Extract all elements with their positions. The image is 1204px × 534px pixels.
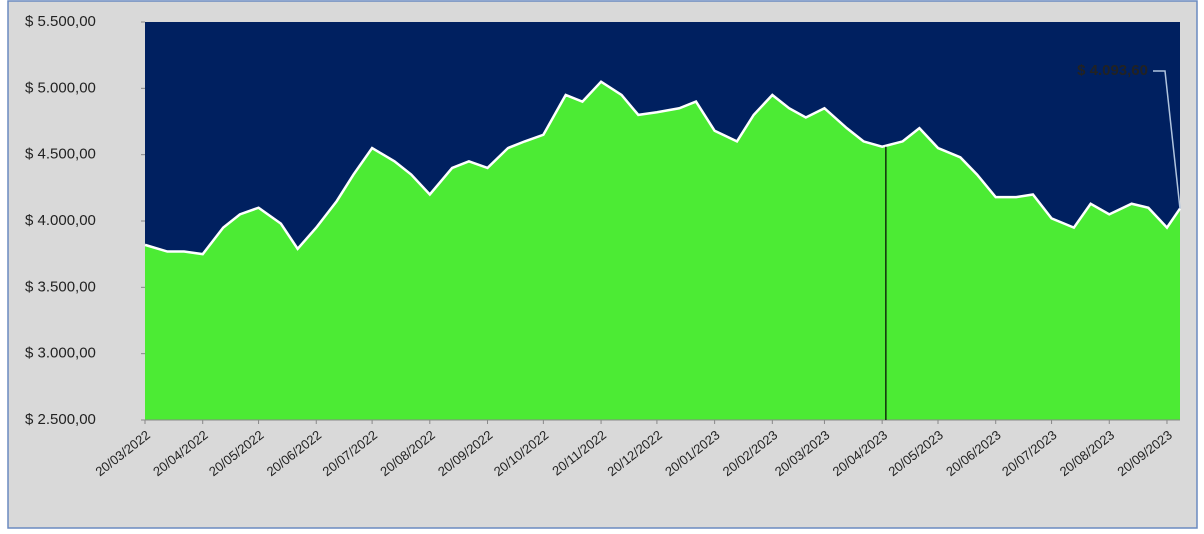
annotation-label: $ 4.093,60	[1077, 62, 1148, 79]
y-tick-label: $ 2.500,00	[25, 411, 96, 428]
y-tick-label: $ 5.000,00	[25, 79, 96, 96]
y-tick-label: $ 3.500,00	[25, 278, 96, 295]
y-tick-label: $ 3.000,00	[25, 345, 96, 362]
y-tick-label: $ 5.500,00	[25, 13, 96, 30]
y-tick-label: $ 4.500,00	[25, 146, 96, 163]
area-line	[144, 80, 1182, 256]
area	[145, 81, 1180, 420]
y-tick-label: $ 4.000,00	[25, 212, 96, 229]
annotation-leader	[1153, 70, 1181, 209]
